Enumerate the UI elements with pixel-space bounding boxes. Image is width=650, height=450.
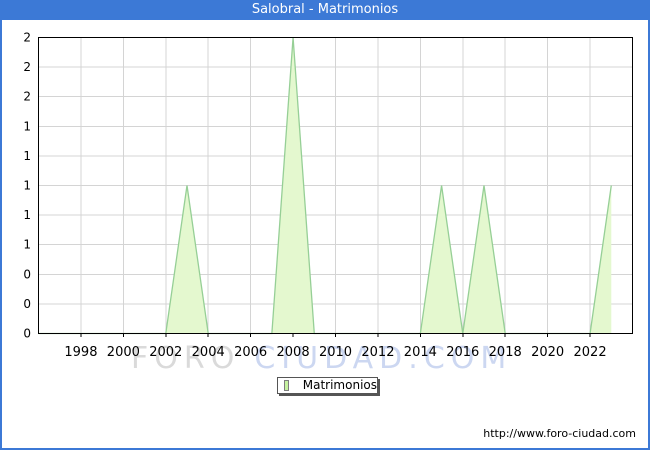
y-tick-label: 1: [23, 238, 31, 252]
x-tick-label: 2008: [277, 345, 310, 360]
y-tick-label: 0: [23, 297, 31, 311]
watermark-foro: FORO: [131, 341, 241, 376]
watermark-ciudad: CIUDAD.COM: [254, 341, 513, 376]
x-tick-label: 2018: [489, 345, 522, 360]
chart-title: Salobral - Matrimonios: [251, 2, 399, 17]
y-tick-label: 1: [23, 149, 31, 163]
x-tick-label: 2022: [574, 345, 607, 360]
y-tick-label: 2: [23, 60, 31, 74]
x-tick-label: 2006: [234, 345, 267, 360]
x-tick-label: 2000: [107, 345, 140, 360]
x-tick-label: 2014: [404, 345, 437, 360]
area-series-matrimonios: [38, 37, 612, 334]
x-tick-label: 2020: [531, 345, 564, 360]
y-tick-label: 0: [23, 327, 31, 341]
y-tick-label: 1: [23, 119, 31, 133]
legend: Matrimonios: [277, 377, 378, 394]
footer-url: http://www.foro-ciudad.com: [483, 427, 636, 440]
x-tick-label: 2004: [192, 345, 225, 360]
y-tick-label: 2: [23, 90, 31, 104]
y-tick-label: 1: [23, 208, 31, 222]
y-tick-label: 2: [23, 31, 31, 45]
y-tick-label: 0: [23, 267, 31, 281]
x-tick-label: 2012: [361, 345, 394, 360]
legend-swatch-icon: [284, 380, 289, 391]
legend-label: Matrimonios: [302, 378, 377, 392]
y-tick-label: 1: [23, 179, 31, 193]
x-tick-label: 2010: [319, 345, 352, 360]
watermark: FORO CIUDAD.COM: [131, 341, 512, 376]
x-tick-label: 2016: [446, 345, 479, 360]
x-tick-label: 2002: [149, 345, 182, 360]
x-tick-label: 1998: [64, 345, 97, 360]
title-bar: Salobral - Matrimonios: [2, 2, 648, 20]
